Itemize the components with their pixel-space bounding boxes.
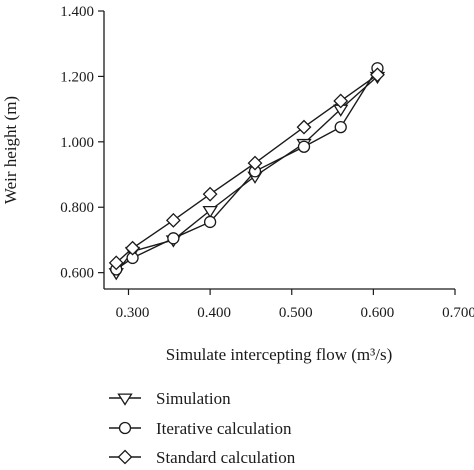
series-markers-diamond <box>108 67 385 271</box>
legend-marker-circle <box>118 421 132 435</box>
y-tick-label: 0.800 <box>60 200 94 216</box>
y-tick-label: 1.200 <box>60 69 94 85</box>
data-point <box>125 240 140 256</box>
series-markers-circle <box>110 62 384 276</box>
series-line <box>115 75 378 274</box>
data-point <box>247 155 263 171</box>
legend-item: Standard calculation <box>109 448 296 467</box>
data-point <box>202 186 218 202</box>
y-tick-label: 1.400 <box>60 4 94 20</box>
data-point <box>165 212 181 228</box>
series-layer <box>108 62 386 281</box>
legend-marker-triangle-down <box>117 393 133 406</box>
series-line <box>115 67 379 270</box>
series-circle <box>115 67 379 270</box>
series-triangle-down <box>115 75 378 274</box>
legend-label: Simulation <box>156 389 231 408</box>
data-point <box>333 93 349 109</box>
data-point <box>334 120 347 134</box>
chart-axes <box>103 11 455 290</box>
data-point <box>108 255 124 271</box>
y-axis-label: Weir height (m) <box>1 96 20 204</box>
legend: Simulation Iterative calculation Standard … <box>109 389 296 467</box>
legend-label: Standard calculation <box>156 448 296 467</box>
x-tick-label: 0.600 <box>360 305 394 321</box>
data-point <box>297 140 311 153</box>
data-point <box>202 205 218 219</box>
data-point <box>203 215 217 229</box>
data-point <box>296 119 312 135</box>
x-tick-label: 0.300 <box>116 305 150 321</box>
y-tick-label: 0.600 <box>60 266 94 282</box>
x-axis-label: Simulate intercepting flow (m³/s) <box>166 345 393 364</box>
data-point <box>370 67 385 83</box>
legend-item: Simulation <box>109 389 231 408</box>
x-tick-label: 0.500 <box>279 305 313 321</box>
y-tick-label: 1.000 <box>60 135 94 151</box>
x-tick-label: 0.400 <box>197 305 231 321</box>
axis-ticks: 0.600 0.800 1.000 1.200 1.400 0.300 0.400 0.500… <box>60 4 474 321</box>
legend-item: Iterative calculation <box>109 419 292 438</box>
data-point <box>167 232 180 245</box>
legend-marker-diamond <box>117 449 133 465</box>
legend-label: Iterative calculation <box>156 419 292 438</box>
x-tick-label: 0.700 <box>442 305 474 321</box>
